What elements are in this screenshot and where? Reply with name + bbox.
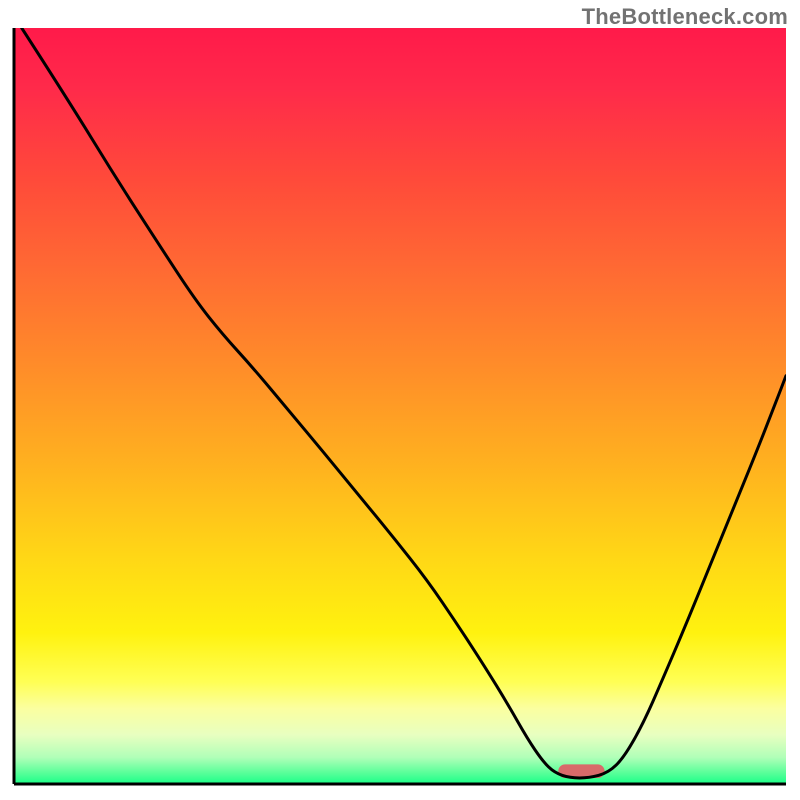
chart-frame: TheBottleneck.com bbox=[0, 0, 800, 800]
gradient-background bbox=[14, 28, 786, 784]
bottleneck-curve-chart bbox=[0, 0, 800, 800]
